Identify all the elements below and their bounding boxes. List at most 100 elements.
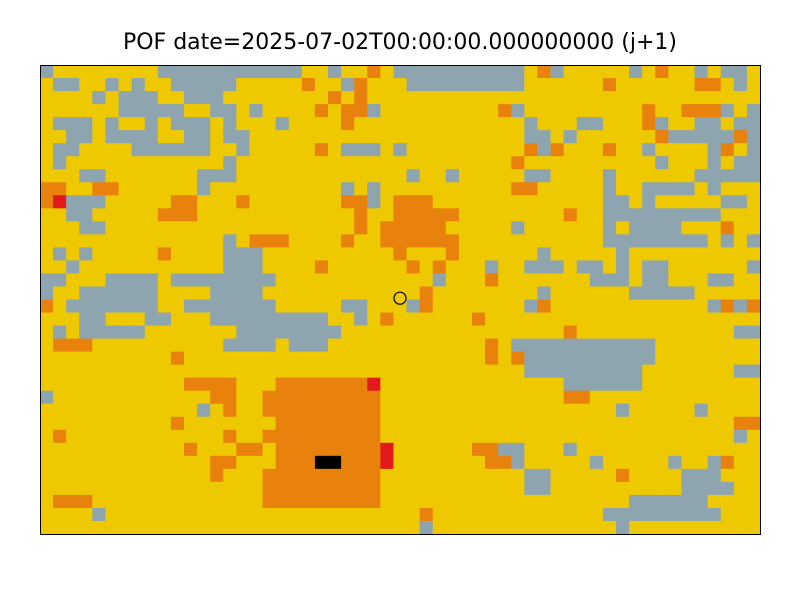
heatmap-cell [707,312,722,326]
heatmap-cell [406,390,421,405]
heatmap-cell [118,520,133,535]
heatmap-cell [458,143,473,157]
heatmap-cell [157,325,172,339]
heatmap-cell [576,351,591,366]
heatmap-cell [92,494,106,509]
heatmap-cell [602,429,617,444]
heatmap-cell [733,429,748,444]
heatmap-cell [616,247,630,261]
heatmap-cell [184,195,198,209]
heatmap-cell [616,416,630,431]
heatmap-cell [197,507,211,522]
heatmap-cell [328,273,342,287]
heatmap-cell [589,377,604,392]
heatmap-cell [563,247,578,261]
heatmap-cell [66,130,80,144]
heatmap-cell [380,195,394,209]
heatmap-cell [262,195,277,209]
heatmap-cell [511,455,525,470]
heatmap-cell [498,273,512,287]
heatmap-cell [354,104,368,118]
heatmap-cell [393,273,407,287]
heatmap-cell [105,325,119,339]
heatmap-cell [92,78,106,92]
heatmap-cell [314,273,329,287]
heatmap-cell [288,273,303,287]
heatmap-cell [419,221,434,235]
heatmap-cell [707,481,722,496]
heatmap-cell [524,156,538,170]
heatmap-cell [616,143,630,157]
heatmap-cell [223,416,237,431]
heatmap-cell [458,481,473,496]
heatmap-cell [105,143,119,157]
heatmap-cell [249,208,263,222]
heatmap-cell [79,416,93,431]
heatmap-cell [668,351,682,366]
heatmap-cell [524,247,538,261]
heatmap-cell [223,468,237,483]
heatmap-cell [498,325,512,339]
heatmap-cell [79,468,93,483]
heatmap-cell [184,65,198,79]
heatmap-cell [720,195,735,209]
heatmap-cell [144,208,159,222]
heatmap-cell [707,143,722,157]
heatmap-cell [393,247,407,261]
heatmap-cell [131,403,146,418]
heatmap-cell [170,429,185,444]
heatmap-cell [655,351,669,366]
heatmap-cell [655,182,669,196]
heatmap-cell [720,442,735,457]
heatmap-cell [589,78,604,92]
heatmap-cell [275,338,290,353]
heatmap-cell [445,117,460,131]
heatmap-cell [472,78,486,92]
heatmap-cell [746,429,761,444]
heatmap-cell [694,325,709,339]
heatmap-cell [589,117,604,131]
heatmap-cell [328,286,342,300]
heatmap-cell [720,286,735,300]
heatmap-cell [118,91,133,105]
heatmap-cell [602,65,617,79]
heatmap-cell [589,169,604,183]
heatmap-cell [314,195,329,209]
heatmap-cell [733,78,748,92]
heatmap-cell [563,338,578,353]
heatmap-cell [184,403,198,418]
heatmap-cell [66,104,80,118]
heatmap-cell [458,247,473,261]
heatmap-cell [550,481,565,496]
heatmap-cell [550,78,565,92]
heatmap-cell [746,507,761,522]
heatmap-cell [472,351,486,366]
heatmap-cell [66,312,80,326]
heatmap-cell [249,442,263,457]
heatmap-cell [40,143,54,157]
heatmap-cell [301,520,316,535]
heatmap-cell [550,234,565,248]
heatmap-cell [118,169,133,183]
heatmap-cell [576,130,591,144]
heatmap-cell [380,494,394,509]
heatmap-cell [367,169,381,183]
heatmap-cell [485,286,499,300]
heatmap-cell [118,351,133,366]
heatmap-cell [694,429,709,444]
heatmap-cell [157,65,172,79]
heatmap-cell [511,364,525,379]
heatmap-cell [681,143,695,157]
heatmap-cell [92,273,106,287]
heatmap-cell [354,312,368,326]
heatmap-cell [223,520,237,535]
heatmap-cell [616,208,630,222]
heatmap-cell [576,104,591,118]
heatmap-cell [341,65,355,79]
heatmap-cell [314,429,329,444]
heatmap-cell [40,195,54,209]
heatmap-cell [197,403,211,418]
heatmap-cell [354,468,368,483]
heatmap-cell [288,260,303,274]
heatmap-cell [550,208,565,222]
